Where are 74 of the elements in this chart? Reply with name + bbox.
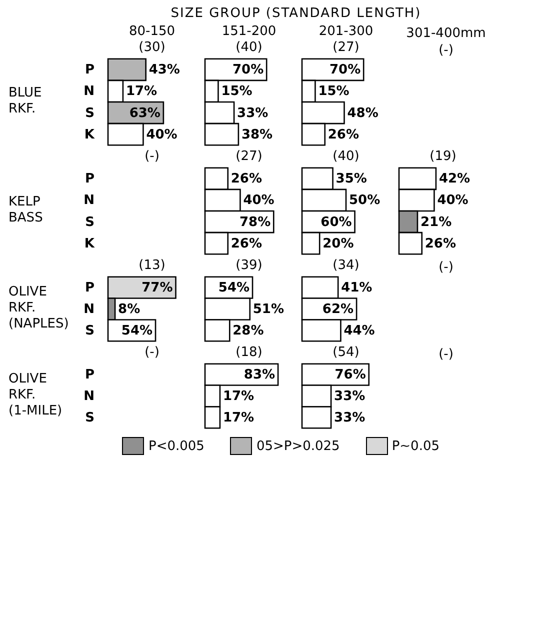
text: (-)	[144, 149, 160, 164]
data-label: 17%	[222, 389, 254, 404]
text: (-)	[144, 345, 160, 360]
chart-title: (40)	[332, 149, 360, 164]
data-label: 15%	[318, 84, 350, 100]
data-label: 62%	[322, 302, 354, 317]
data-label: 26%	[328, 127, 360, 142]
data-label: 28%	[232, 323, 264, 338]
data-label: 51%	[252, 302, 284, 317]
y-tick-label: P	[84, 280, 94, 296]
data-label: 15%	[221, 84, 252, 100]
data-label: 40%	[146, 127, 178, 142]
chart-title: (18)	[236, 345, 262, 360]
chart-title: (27)	[236, 149, 262, 164]
data-label: 26%	[230, 236, 262, 252]
data-label: 26%	[424, 236, 456, 252]
category-label: P~0.05	[392, 438, 440, 454]
chart-title: 151-200	[222, 24, 276, 39]
data-label: 44%	[344, 323, 375, 338]
data-label: 20%	[322, 236, 354, 252]
data-label: 33%	[334, 389, 366, 404]
data-label: 40%	[243, 193, 274, 208]
text: (-)	[438, 42, 454, 59]
chart-title: (54)	[332, 345, 360, 360]
data-label: 54%	[121, 323, 153, 338]
text: OLIVE RKF. (1-MILE)	[8, 372, 62, 418]
text: KELP BASS	[8, 194, 43, 226]
chart-subtitle: (30)	[138, 40, 166, 55]
text: (-)	[438, 259, 454, 276]
data-label: 17%	[222, 410, 254, 426]
data-label: 76%	[334, 368, 366, 383]
data-label: 83%	[244, 368, 276, 383]
data-label: 77%	[142, 280, 173, 296]
y-tick-label: K	[84, 127, 96, 142]
data-label: 54%	[218, 280, 250, 296]
chart-title: (13)	[138, 258, 166, 273]
chart-title: (19)	[430, 149, 456, 164]
y-tick-label: N	[84, 84, 94, 100]
y-tick-label: S	[85, 106, 94, 121]
y-tick-label: P	[84, 62, 94, 78]
chart-title: 80-150	[128, 24, 176, 39]
y-tick-label: S	[85, 323, 94, 338]
category-label: 05>P>0.025	[256, 438, 340, 454]
y-tick-label: N	[84, 302, 94, 317]
text: SIZE GROUP (STANDARD LENGTH)	[170, 6, 422, 21]
data-label: 41%	[341, 280, 372, 296]
data-label: 17%	[126, 84, 158, 100]
data-label: 26%	[230, 172, 262, 187]
chart-title: 201-300	[318, 24, 374, 39]
data-label: 50%	[349, 193, 380, 208]
data-label: 48%	[347, 106, 378, 121]
data-label: 63%	[129, 106, 160, 121]
text: 301-400mm	[405, 25, 487, 42]
y-axis-title: OLIVE RKF. (NAPLES)	[8, 284, 69, 332]
text: (-)	[438, 346, 454, 363]
data-label: 43%	[148, 62, 180, 78]
data-label: 33%	[334, 410, 366, 426]
data-label: 38%	[241, 127, 273, 142]
chart-subtitle: (27)	[332, 40, 360, 55]
data-label: 42%	[438, 172, 470, 187]
data-label: 35%	[336, 172, 367, 187]
chart-title: (34)	[332, 258, 360, 273]
chart-title: (39)	[236, 258, 262, 273]
y-axis-title: BLUE RKF.	[8, 86, 42, 116]
data-label: 33%	[237, 106, 268, 121]
category-label: P<0.005	[148, 438, 204, 454]
data-label: 60%	[320, 214, 352, 230]
data-label: 78%	[240, 214, 271, 230]
data-label: 70%	[329, 62, 361, 78]
data-label: 70%	[232, 62, 264, 78]
chart-subtitle: (40)	[236, 40, 262, 55]
data-label: 21%	[420, 214, 452, 230]
data-label: 40%	[437, 193, 468, 208]
data-label: 8%	[118, 302, 140, 317]
